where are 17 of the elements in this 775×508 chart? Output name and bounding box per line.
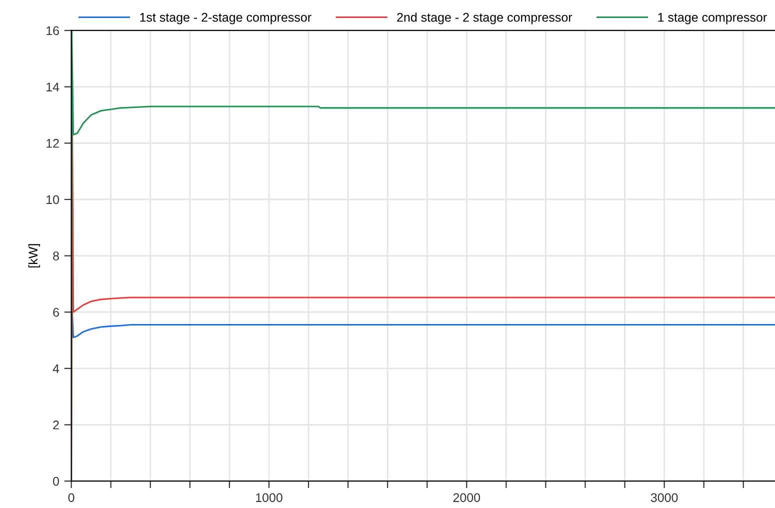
y-tick-label: 8 [53,252,59,260]
y-axis-title: [kW] [28,244,40,268]
legend-label: 1 stage compressor [658,13,767,24]
y-tick-label: 12 [46,138,59,148]
y-tick-label: 2 [53,420,59,430]
x-tick-label: 2000 [453,493,480,502]
legend-label: 2nd stage - 2 stage compressor [397,12,572,24]
y-tick-label: 6 [53,308,59,317]
x-tick-label: 3000 [650,493,678,502]
y-tick-label: 16 [46,26,59,36]
y-tick-label: 10 [46,195,60,204]
y-tick-label: 0 [53,476,60,486]
y-tick-label: 14 [46,82,60,92]
legend-label: 1st stage - 2-stage compressor [140,12,312,24]
x-tick-label: 1000 [256,493,282,502]
x-tick-label: 0 [68,493,74,502]
y-tick-label: 4 [52,364,60,373]
